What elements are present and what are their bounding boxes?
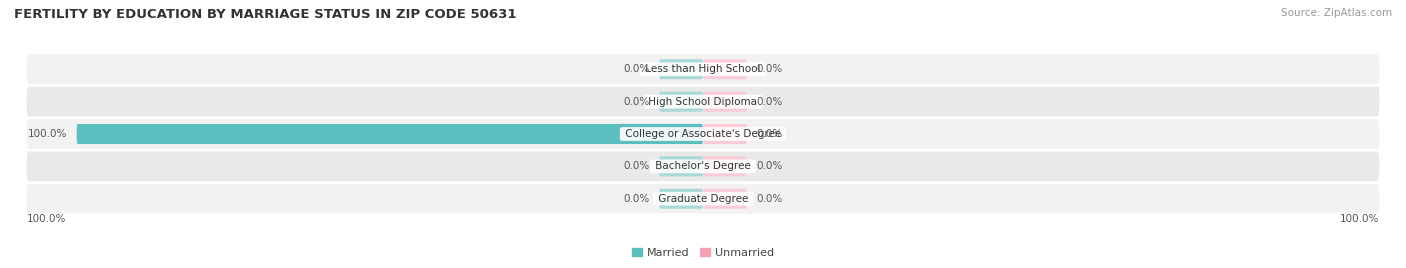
FancyBboxPatch shape bbox=[659, 189, 703, 209]
Text: Graduate Degree: Graduate Degree bbox=[655, 194, 751, 204]
Legend: Married, Unmarried: Married, Unmarried bbox=[627, 243, 779, 262]
Text: 0.0%: 0.0% bbox=[623, 194, 650, 204]
FancyBboxPatch shape bbox=[659, 156, 703, 176]
Text: FERTILITY BY EDUCATION BY MARRIAGE STATUS IN ZIP CODE 50631: FERTILITY BY EDUCATION BY MARRIAGE STATU… bbox=[14, 8, 516, 21]
FancyBboxPatch shape bbox=[27, 119, 1379, 149]
Text: 0.0%: 0.0% bbox=[623, 161, 650, 171]
FancyBboxPatch shape bbox=[703, 156, 747, 176]
Text: 0.0%: 0.0% bbox=[623, 97, 650, 107]
FancyBboxPatch shape bbox=[703, 59, 747, 79]
Text: 100.0%: 100.0% bbox=[27, 214, 66, 224]
Text: Less than High School: Less than High School bbox=[643, 64, 763, 74]
Text: High School Diploma: High School Diploma bbox=[645, 97, 761, 107]
FancyBboxPatch shape bbox=[27, 87, 1379, 117]
FancyBboxPatch shape bbox=[703, 189, 747, 209]
FancyBboxPatch shape bbox=[659, 92, 703, 112]
FancyBboxPatch shape bbox=[27, 184, 1379, 214]
FancyBboxPatch shape bbox=[27, 151, 1379, 181]
Text: 0.0%: 0.0% bbox=[756, 161, 783, 171]
FancyBboxPatch shape bbox=[27, 54, 1379, 84]
Text: 0.0%: 0.0% bbox=[756, 64, 783, 74]
FancyBboxPatch shape bbox=[703, 92, 747, 112]
Text: 0.0%: 0.0% bbox=[623, 64, 650, 74]
Text: 100.0%: 100.0% bbox=[1340, 214, 1379, 224]
Text: College or Associate's Degree: College or Associate's Degree bbox=[621, 129, 785, 139]
FancyBboxPatch shape bbox=[659, 59, 703, 79]
Text: Bachelor's Degree: Bachelor's Degree bbox=[652, 161, 754, 171]
Text: 0.0%: 0.0% bbox=[756, 129, 783, 139]
FancyBboxPatch shape bbox=[703, 124, 747, 144]
Text: 100.0%: 100.0% bbox=[28, 129, 67, 139]
Text: 0.0%: 0.0% bbox=[756, 97, 783, 107]
Text: 0.0%: 0.0% bbox=[756, 194, 783, 204]
FancyBboxPatch shape bbox=[77, 124, 703, 144]
Text: Source: ZipAtlas.com: Source: ZipAtlas.com bbox=[1281, 8, 1392, 18]
